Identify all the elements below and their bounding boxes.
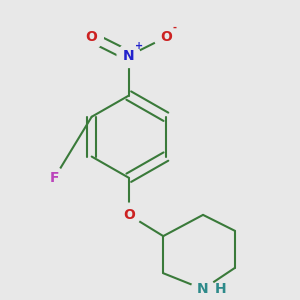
Text: +: + bbox=[135, 41, 143, 51]
Circle shape bbox=[154, 26, 178, 49]
Circle shape bbox=[80, 26, 103, 49]
Text: -: - bbox=[172, 22, 176, 32]
Text: N: N bbox=[197, 282, 209, 296]
Circle shape bbox=[117, 203, 140, 226]
Circle shape bbox=[117, 44, 140, 68]
Text: N: N bbox=[123, 49, 135, 63]
Text: O: O bbox=[123, 208, 135, 222]
Circle shape bbox=[191, 278, 215, 300]
Circle shape bbox=[44, 168, 65, 188]
Text: F: F bbox=[50, 171, 59, 185]
Text: O: O bbox=[86, 30, 98, 44]
Text: O: O bbox=[160, 30, 172, 44]
Text: H: H bbox=[214, 282, 226, 296]
